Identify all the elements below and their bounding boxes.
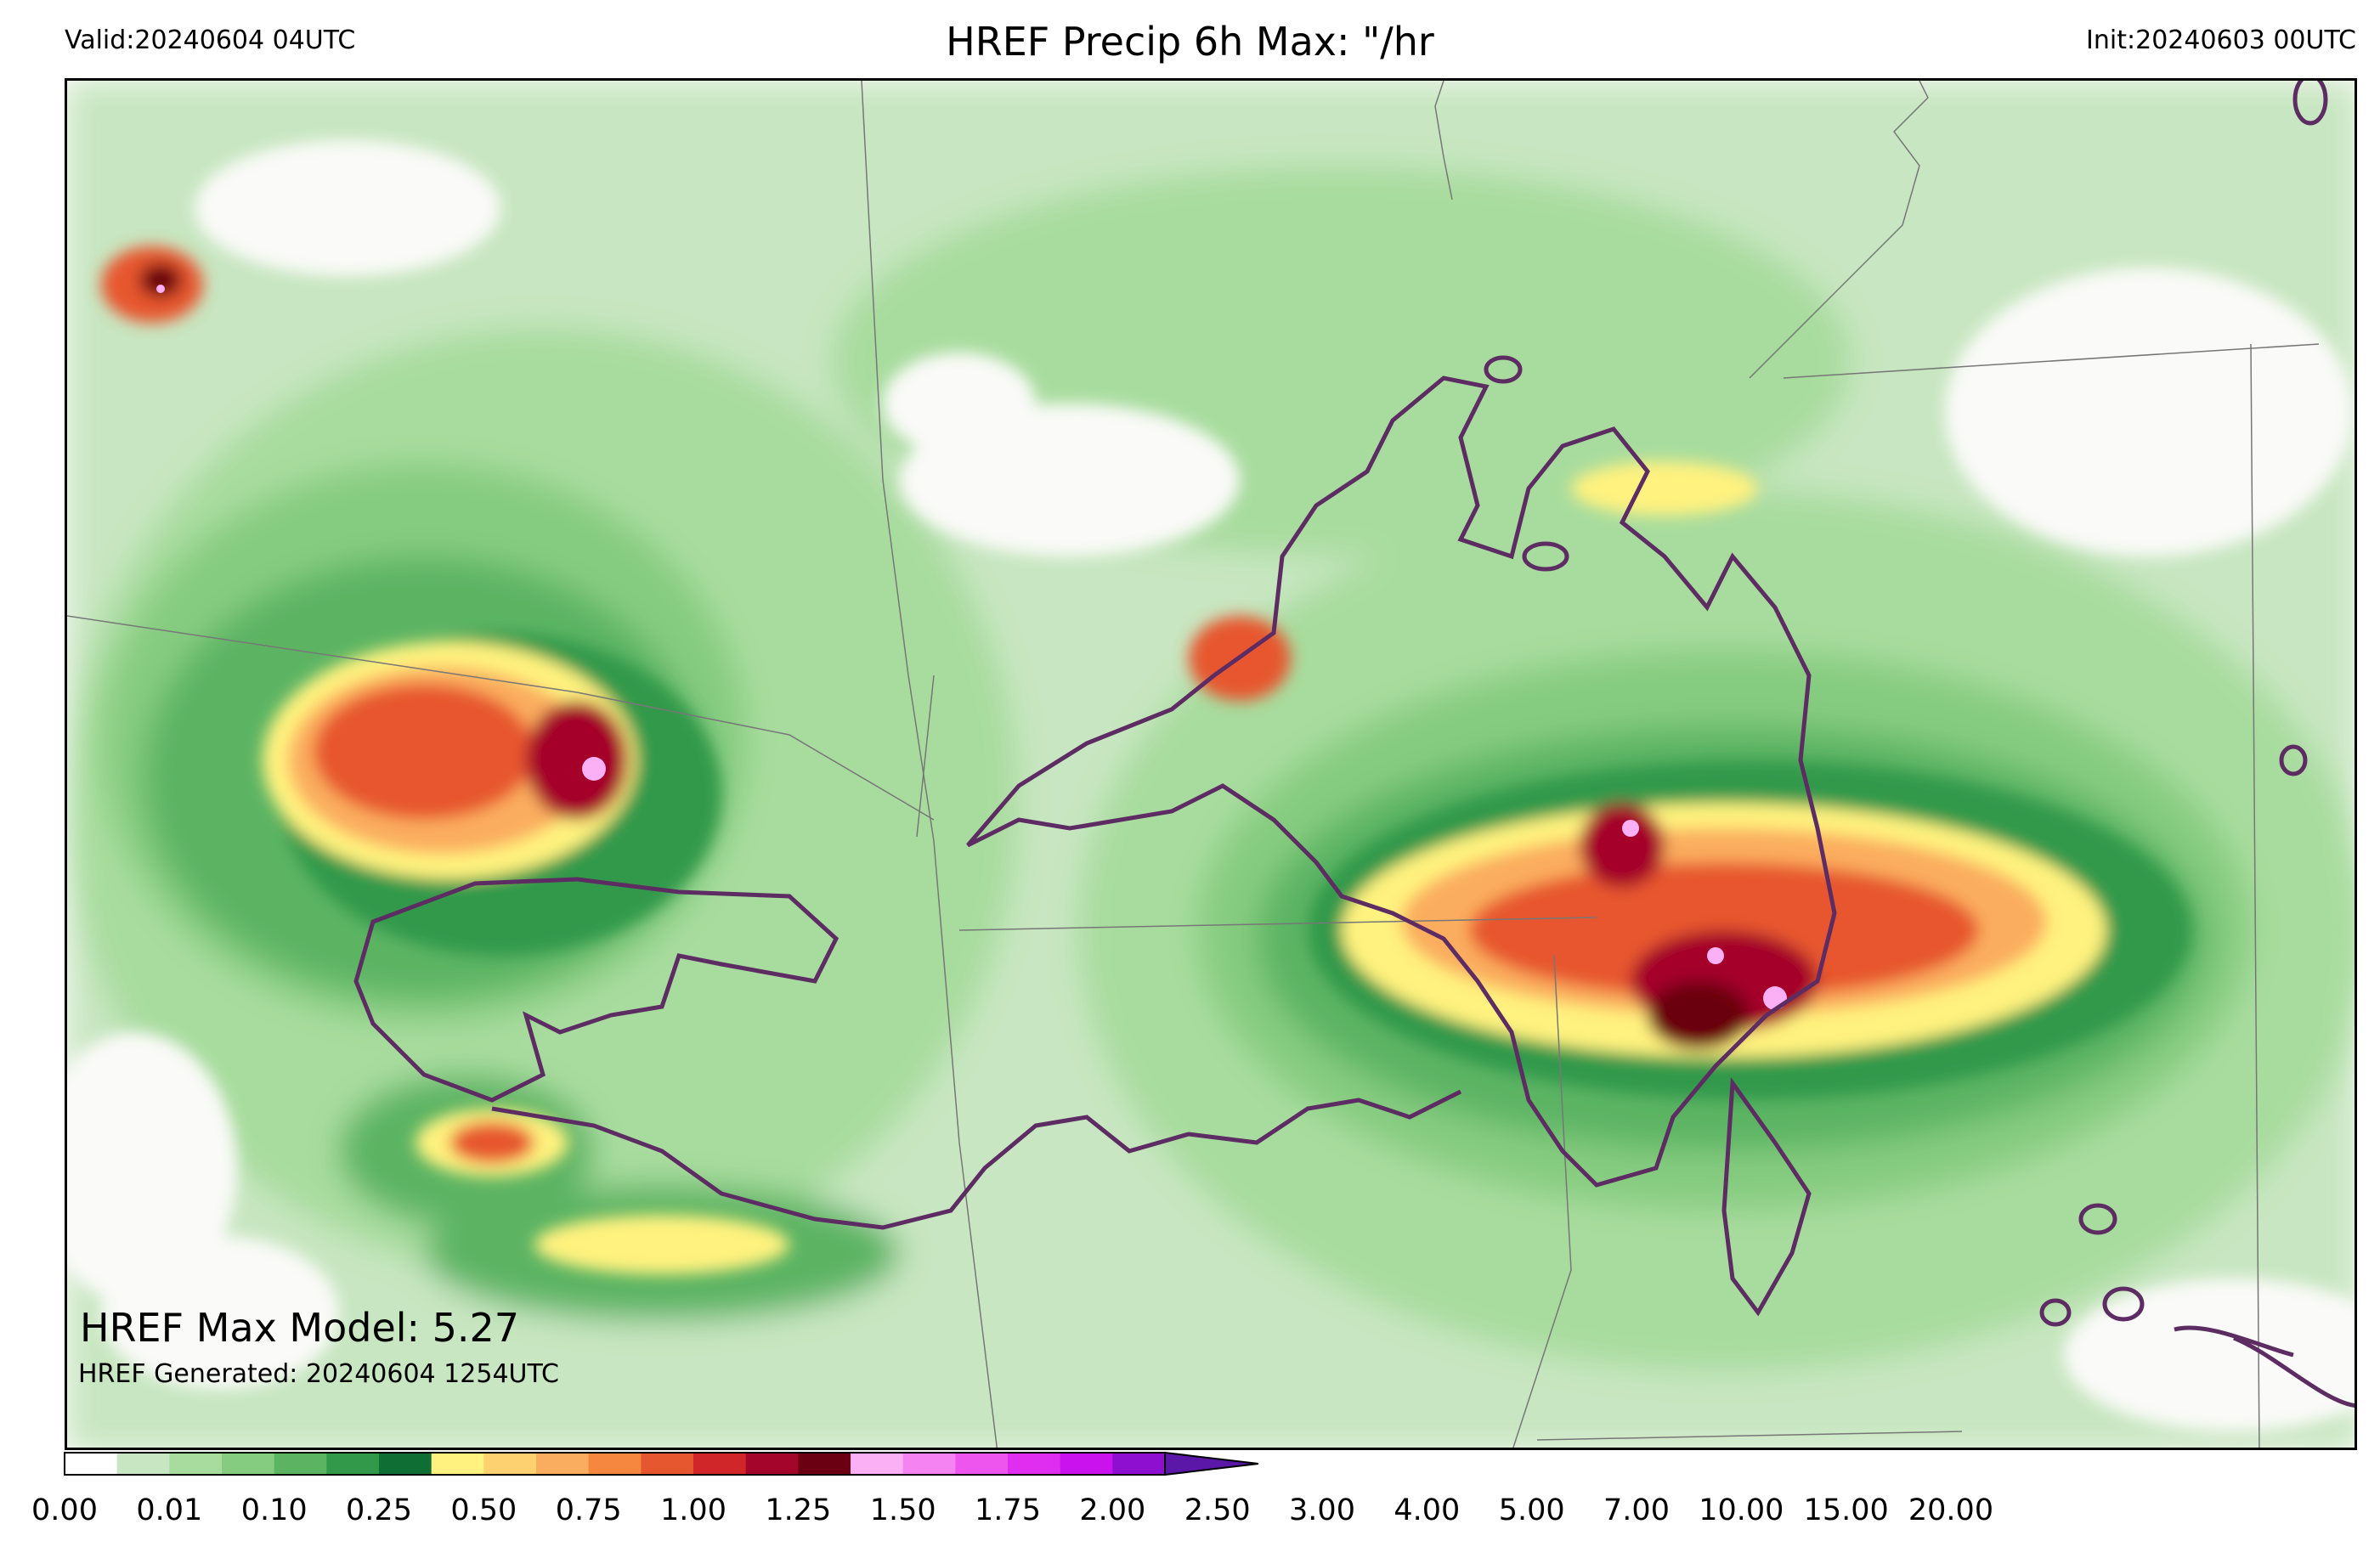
colorbar-swatch	[641, 1453, 694, 1475]
colorbar-tick-label: 5.00	[1498, 1493, 1565, 1527]
colorbar-swatch	[745, 1453, 799, 1475]
valid-time-label: Valid:20240604 04UTC	[65, 25, 356, 55]
precip-map-canvas	[67, 81, 2355, 1448]
colorbar-swatch	[955, 1453, 1009, 1475]
colorbar-swatch	[1008, 1453, 1061, 1475]
colorbar-swatch	[536, 1453, 590, 1475]
colorbar-swatch	[902, 1453, 956, 1475]
colorbar-swatch	[1060, 1453, 1113, 1475]
colorbar-tick-label: 3.00	[1289, 1493, 1355, 1527]
colorbar-swatch	[798, 1453, 851, 1475]
colorbar-swatch	[379, 1453, 432, 1475]
colorbar-tick-label: 10.00	[1699, 1493, 1784, 1527]
colorbar-tick-label: 0.00	[31, 1493, 98, 1527]
colorbar-swatch	[431, 1453, 484, 1475]
precip-contours	[353, 81, 2355, 1408]
colorbar-tick-label: 1.50	[869, 1493, 936, 1527]
colorbar-swatches	[64, 1451, 1259, 1476]
colorbar-outline	[64, 1452, 1165, 1476]
colorbar-tick-label: 20.00	[1908, 1493, 1994, 1527]
generated-time-label: HREF Generated: 20240604 1254UTC	[78, 1359, 560, 1389]
colorbar-swatch	[116, 1453, 170, 1475]
colorbar-swatch	[588, 1453, 642, 1475]
colorbar-tick-label: 0.01	[136, 1493, 203, 1527]
colorbar-tick-label: 1.75	[975, 1493, 1041, 1527]
max-model-label: HREF Max Model: 5.27	[80, 1305, 520, 1351]
colorbar-tick-label: 0.25	[346, 1493, 412, 1527]
colorbar-tick-label: 0.50	[450, 1493, 517, 1527]
colorbar-tick-label: 7.00	[1603, 1493, 1670, 1527]
colorbar-swatch	[65, 1453, 118, 1475]
colorbar-swatch	[1112, 1453, 1166, 1475]
extreme-precip-spots	[156, 285, 1787, 1010]
colorbar-tick-label: 2.00	[1079, 1493, 1146, 1527]
colorbar-tick-label: 15.00	[1803, 1493, 1889, 1527]
colorbar-tick-label: 0.10	[240, 1493, 308, 1527]
colorbar-tick-label: 2.50	[1184, 1493, 1251, 1527]
colorbar-extend-arrow	[1164, 1451, 1259, 1476]
colorbar-tick-label: 0.75	[555, 1493, 622, 1527]
colorbar-swatch	[222, 1453, 275, 1475]
precip-map	[65, 78, 2357, 1450]
init-time-label: Init:20240603 00UTC	[2086, 25, 2356, 55]
state-boundaries	[67, 81, 2320, 1448]
colorbar-swatch	[483, 1453, 537, 1475]
dry-areas	[67, 140, 2355, 1431]
colorbar-swatch	[326, 1453, 380, 1475]
colorbar-swatch	[274, 1453, 327, 1475]
colorbar-swatch	[693, 1453, 747, 1475]
colorbar-tick-label: 4.00	[1394, 1493, 1461, 1527]
colorbar-swatch	[851, 1453, 904, 1475]
colorbar-swatch	[169, 1453, 223, 1475]
map-title: HREF Precip 6h Max: "/hr	[946, 19, 1434, 65]
colorbar-tick-label: 1.00	[660, 1493, 726, 1527]
colorbar-tick-label: 1.25	[765, 1493, 832, 1527]
heavy-precip-cores	[101, 246, 2191, 1274]
